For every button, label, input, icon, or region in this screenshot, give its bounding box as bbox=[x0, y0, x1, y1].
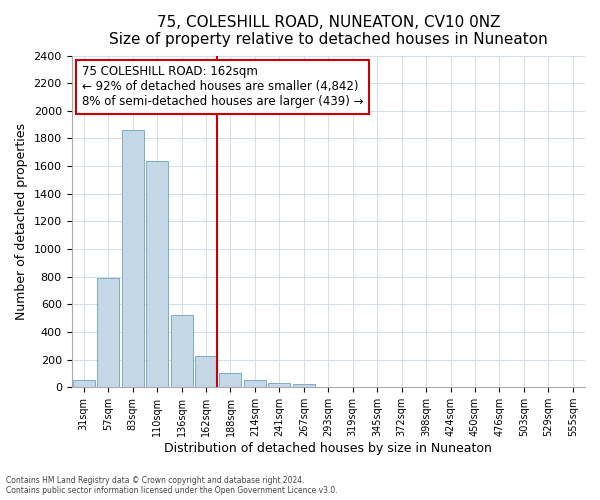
Y-axis label: Number of detached properties: Number of detached properties bbox=[15, 123, 28, 320]
Bar bbox=[195, 356, 217, 387]
Bar bbox=[146, 160, 168, 387]
Bar bbox=[97, 278, 119, 387]
Bar bbox=[122, 130, 143, 387]
Text: 75 COLESHILL ROAD: 162sqm
← 92% of detached houses are smaller (4,842)
8% of sem: 75 COLESHILL ROAD: 162sqm ← 92% of detac… bbox=[82, 66, 363, 108]
Bar bbox=[170, 316, 193, 387]
Bar bbox=[220, 374, 241, 387]
Text: Contains HM Land Registry data © Crown copyright and database right 2024.
Contai: Contains HM Land Registry data © Crown c… bbox=[6, 476, 338, 495]
Title: 75, COLESHILL ROAD, NUNEATON, CV10 0NZ
Size of property relative to detached hou: 75, COLESHILL ROAD, NUNEATON, CV10 0NZ S… bbox=[109, 15, 548, 48]
Bar bbox=[293, 384, 315, 387]
Bar bbox=[73, 380, 95, 387]
Bar bbox=[268, 383, 290, 387]
Bar bbox=[244, 380, 266, 387]
X-axis label: Distribution of detached houses by size in Nuneaton: Distribution of detached houses by size … bbox=[164, 442, 492, 455]
